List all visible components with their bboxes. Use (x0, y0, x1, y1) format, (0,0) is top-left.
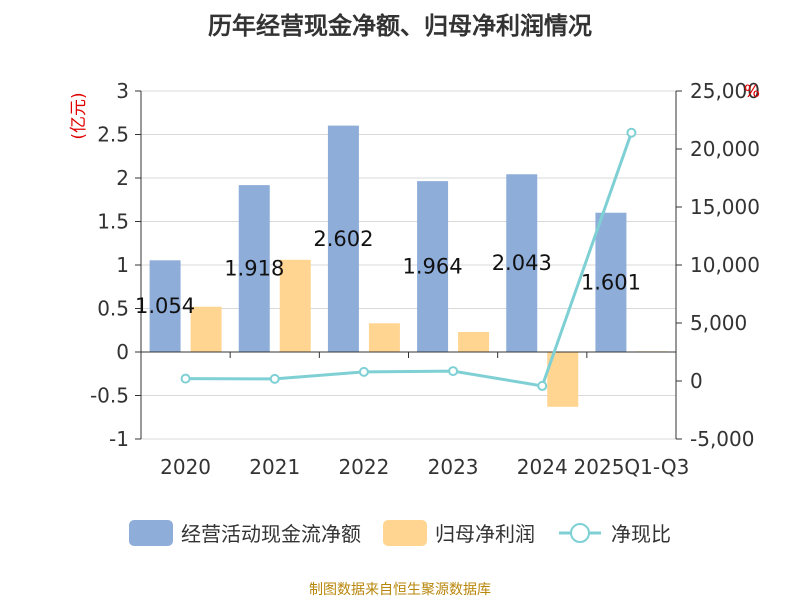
left-tick-label: 0 (116, 340, 129, 364)
legend-item-ocf[interactable]: 经营活动现金流净额 (129, 518, 361, 547)
category-label: 2022 (338, 455, 389, 479)
right-tick-label: 15,000 (690, 195, 760, 219)
left-tick-label: 1.5 (97, 210, 129, 234)
chart-plot: 3 2.5 2 1.5 1 0.5 0 -0.5 -1 25,000 20,000 15,000 10,… (69, 79, 760, 479)
bars (149, 125, 668, 407)
bar-ocf (149, 260, 181, 352)
data-label-ocf: 1.918 (224, 257, 284, 281)
legend-label-ratio: 净现比 (611, 522, 671, 546)
chart-title: 历年经营现金净额、归母净利润情况 (208, 12, 592, 40)
right-tick-label: 5,000 (690, 311, 747, 335)
ratio-point (537, 380, 548, 391)
source-note: 制图数据来自恒生聚源数据库 (309, 582, 491, 598)
right-tick-label: 20,000 (690, 137, 760, 161)
category-label: 2025Q1-Q3 (574, 455, 690, 479)
legend-swatch-ocf (129, 519, 173, 546)
left-tick-label: 2 (116, 166, 129, 190)
ratio-line (180, 127, 637, 391)
legend-label-ocf: 经营活动现金流净额 (181, 522, 361, 546)
legend-item-profit[interactable]: 归母净利润 (383, 518, 535, 547)
right-unit-label: % (744, 82, 760, 102)
category-label: 2024 (517, 455, 568, 479)
category-label: 2020 (160, 455, 211, 479)
left-tick-label: 2.5 (97, 123, 129, 147)
legend-item-ratio[interactable]: 净现比 (557, 518, 671, 547)
ratio-line-path (185, 132, 633, 388)
ratio-point (269, 373, 280, 384)
right-tick-label: 10,000 (690, 253, 760, 277)
category-label: 2023 (428, 455, 479, 479)
legend-label-profit: 归母净利润 (435, 522, 535, 546)
left-tick-label: 1 (116, 253, 129, 277)
left-tick-label: 0.5 (97, 297, 129, 321)
category-label: 2021 (249, 455, 300, 479)
ratio-point (448, 366, 459, 377)
bar-ocf (238, 185, 270, 352)
bar-profit (279, 259, 311, 352)
data-labels: 1.054 1.918 2.602 1.964 2.043 1.601 (135, 227, 641, 318)
bar-ocf (327, 125, 359, 352)
data-label-ocf: 2.602 (313, 227, 373, 251)
legend: 经营活动现金流净额 归母净利润 净现比 (0, 518, 800, 547)
data-label-ocf: 1.054 (135, 294, 195, 318)
bar-ocf (595, 212, 627, 352)
ratio-point (626, 127, 637, 138)
bar-profit (368, 323, 400, 352)
left-unit-label: (亿元) (69, 92, 89, 139)
left-tick-label: -0.5 (90, 384, 129, 408)
bar-ocf (417, 181, 449, 352)
bar-ocf (506, 174, 538, 352)
ratio-point (180, 373, 191, 384)
left-tick-label: -1 (109, 427, 129, 451)
right-tick-label: -5,000 (690, 427, 754, 451)
bar-profit (190, 306, 222, 352)
bar-profit (458, 331, 490, 352)
legend-swatch-ratio (559, 522, 601, 543)
data-label-ocf: 2.043 (492, 251, 552, 275)
right-tick-label: 0 (690, 369, 703, 393)
legend-swatch-profit (383, 519, 427, 546)
left-tick-label: 3 (116, 79, 129, 103)
data-label-ocf: 1.601 (581, 270, 641, 294)
right-tick-label: 25,000 (690, 79, 760, 103)
ratio-point (358, 366, 369, 377)
axes: 3 2.5 2 1.5 1 0.5 0 -0.5 -1 25,000 20,000 15,000 10,… (69, 79, 760, 479)
data-label-ocf: 1.964 (403, 255, 463, 279)
